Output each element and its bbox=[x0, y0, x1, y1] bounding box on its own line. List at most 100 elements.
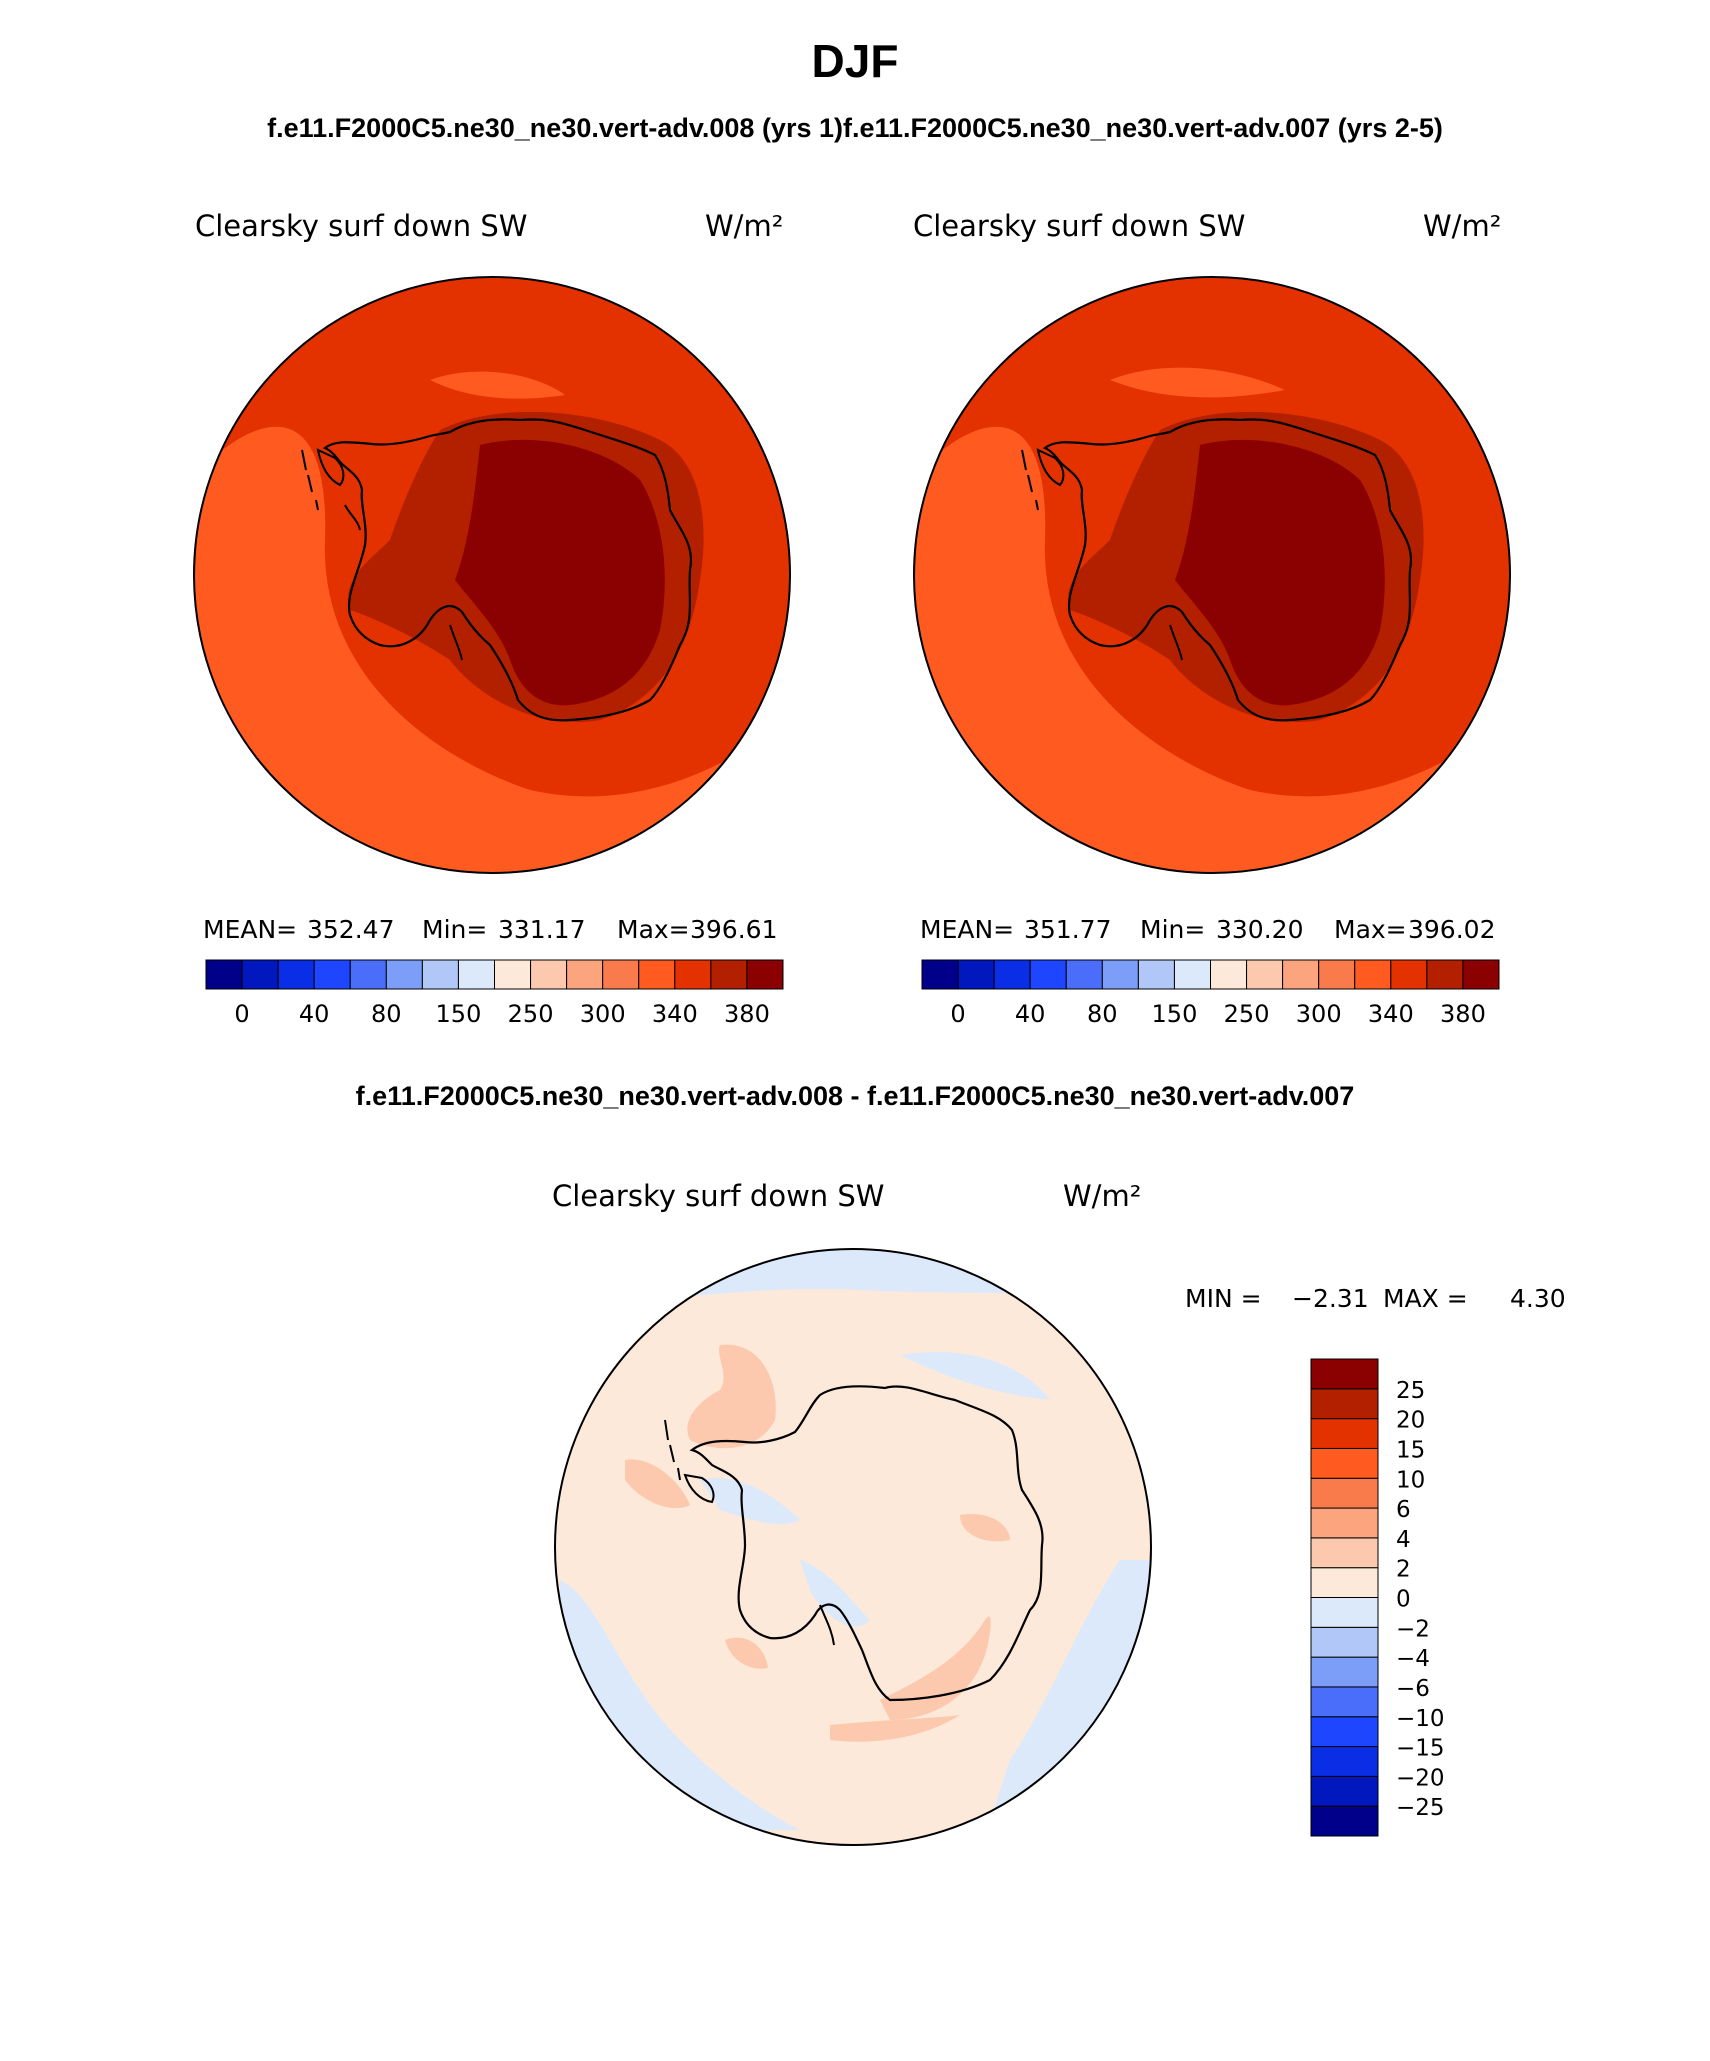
panel2-map-border bbox=[913, 276, 1511, 874]
colorbar-level-label: 0 bbox=[1396, 1587, 1411, 1613]
colorbar-swatch bbox=[566, 959, 604, 990]
panel3-variable-title: Clearsky surf down SW bbox=[552, 1179, 884, 1213]
colorbar-swatch bbox=[1310, 1716, 1379, 1748]
colorbar-swatch bbox=[277, 959, 315, 990]
panel3-units: W/m² bbox=[1063, 1179, 1141, 1213]
colorbar-swatch bbox=[241, 959, 279, 990]
colorbar-swatch bbox=[1310, 1537, 1379, 1569]
colorbar-tick-label: 40 bbox=[1015, 1000, 1046, 1028]
colorbar-swatch bbox=[457, 959, 495, 990]
colorbar-swatch bbox=[1065, 959, 1103, 990]
colorbar-swatch bbox=[1310, 1507, 1379, 1539]
colorbar-tick-label: 300 bbox=[1296, 1000, 1342, 1028]
colorbar-swatch bbox=[349, 959, 387, 990]
panel3-map-border bbox=[554, 1248, 1152, 1846]
difference-title: f.e11.F2000C5.ne30_ne30.vert-adv.008 - f… bbox=[355, 1081, 1355, 1111]
colorbar-swatch bbox=[421, 959, 459, 990]
colorbar-swatch bbox=[1173, 959, 1211, 990]
colorbar-tick-label: 80 bbox=[1087, 1000, 1118, 1028]
colorbar-level-label: 4 bbox=[1396, 1527, 1411, 1553]
colorbar-swatch bbox=[1318, 959, 1356, 990]
colorbar-swatch bbox=[1310, 1686, 1379, 1718]
colorbar-swatch bbox=[1310, 1567, 1379, 1598]
panel1-stat-mean-value: 352.47 bbox=[307, 915, 394, 944]
colorbar-level-label: −4 bbox=[1396, 1646, 1430, 1672]
colorbar-tick-label: 80 bbox=[371, 1000, 402, 1028]
panel2-stat-mean-value: 351.77 bbox=[1024, 915, 1111, 944]
map-panel-difference: Clearsky surf down SW W/m² MIN = −2.31 M… bbox=[552, 1179, 1566, 1846]
colorbar-swatch bbox=[1426, 959, 1464, 990]
panel2-colorbar: 0 40 80 150 250 300 340 380 bbox=[921, 959, 1500, 1028]
panel2-stat-min-label: Min= bbox=[1140, 915, 1205, 944]
colorbar-tick-label: 150 bbox=[1152, 1000, 1198, 1028]
colorbar-swatch bbox=[1029, 959, 1067, 990]
colorbar-swatch bbox=[957, 959, 995, 990]
colorbar-tick-label: 150 bbox=[436, 1000, 482, 1028]
colorbar-level-label: 25 bbox=[1396, 1378, 1425, 1404]
panel2-stat-mean-label: MEAN= bbox=[920, 915, 1014, 944]
colorbar-tick-label: 40 bbox=[299, 1000, 330, 1028]
panel1-map-field bbox=[194, 277, 790, 873]
colorbar-tick-label: 380 bbox=[724, 1000, 770, 1028]
colorbar-swatch bbox=[1310, 1746, 1379, 1777]
panel1-stat-min-label: Min= bbox=[422, 915, 487, 944]
colorbar-level-label: −20 bbox=[1396, 1765, 1445, 1791]
colorbar-level-label: −2 bbox=[1396, 1616, 1430, 1642]
colorbar-swatch bbox=[746, 959, 784, 990]
colorbar-tick-label: 0 bbox=[950, 1000, 965, 1028]
colorbar-swatch bbox=[1310, 1805, 1379, 1837]
colorbar-swatch bbox=[1310, 1597, 1379, 1628]
colorbar-swatch bbox=[385, 959, 423, 990]
panel2-stat-max-label: Max= bbox=[1334, 915, 1407, 944]
colorbar-swatch bbox=[1210, 959, 1248, 990]
panel1-stat-max-value: 396.61 bbox=[690, 915, 777, 944]
colorbar-swatch bbox=[638, 959, 676, 990]
panel2-stat-max-value: 396.02 bbox=[1408, 915, 1495, 944]
colorbar-swatch bbox=[1310, 1447, 1379, 1479]
panel2-map-field bbox=[914, 277, 1510, 873]
colorbar-swatch bbox=[921, 959, 959, 990]
colorbar-tick-label: 250 bbox=[508, 1000, 554, 1028]
colorbar-level-label: 10 bbox=[1396, 1467, 1425, 1493]
colorbar-swatch bbox=[993, 959, 1031, 990]
colorbar-swatch bbox=[602, 959, 640, 990]
map-panel-case1: Clearsky surf down SW W/m² MEAN= 352.47 … bbox=[193, 209, 791, 1028]
panel1-map-border bbox=[193, 276, 791, 874]
colorbar-swatch bbox=[1462, 959, 1500, 990]
colorbar-swatch bbox=[1310, 1418, 1379, 1449]
panel1-variable-title: Clearsky surf down SW bbox=[195, 209, 527, 243]
colorbar-swatch bbox=[1310, 1358, 1379, 1390]
colorbar-level-label: 15 bbox=[1396, 1437, 1425, 1463]
panel2-variable-title: Clearsky surf down SW bbox=[913, 209, 1245, 243]
panel1-stat-min-value: 331.17 bbox=[498, 915, 585, 944]
colorbar-swatch bbox=[674, 959, 712, 990]
colorbar-swatch bbox=[1310, 1388, 1379, 1420]
case-title: f.e11.F2000C5.ne30_ne30.vert-adv.008 (yr… bbox=[267, 113, 1443, 143]
colorbar-level-label: 20 bbox=[1396, 1408, 1425, 1434]
colorbar-swatch bbox=[313, 959, 351, 990]
colorbar-swatch bbox=[1310, 1775, 1379, 1807]
colorbar-tick-label: 250 bbox=[1224, 1000, 1270, 1028]
panel2-stat-min-value: 330.20 bbox=[1216, 915, 1303, 944]
colorbar-tick-label: 380 bbox=[1440, 1000, 1486, 1028]
panel2-units: W/m² bbox=[1423, 209, 1501, 243]
colorbar-level-label: −6 bbox=[1396, 1676, 1430, 1702]
colorbar-swatch bbox=[1310, 1477, 1379, 1509]
panel1-units: W/m² bbox=[705, 209, 783, 243]
panel1-colorbar: 0 40 80 150 250 300 340 380 bbox=[205, 959, 784, 1028]
colorbar-swatch bbox=[530, 959, 568, 990]
colorbar-swatch bbox=[1354, 959, 1392, 990]
colorbar-swatch bbox=[1137, 959, 1175, 990]
colorbar-swatch bbox=[1101, 959, 1139, 990]
panel3-stat-min-value: −2.31 bbox=[1292, 1284, 1369, 1313]
colorbar-level-label: 2 bbox=[1396, 1557, 1411, 1583]
colorbar-swatch bbox=[1310, 1626, 1379, 1658]
panel1-stat-mean-label: MEAN= bbox=[203, 915, 297, 944]
colorbar-swatch bbox=[205, 959, 243, 990]
panel3-stat-max-value: 4.30 bbox=[1510, 1284, 1566, 1313]
colorbar-tick-label: 340 bbox=[1368, 1000, 1414, 1028]
colorbar-swatch bbox=[1282, 959, 1320, 990]
panel1-stat-max-label: Max= bbox=[617, 915, 690, 944]
